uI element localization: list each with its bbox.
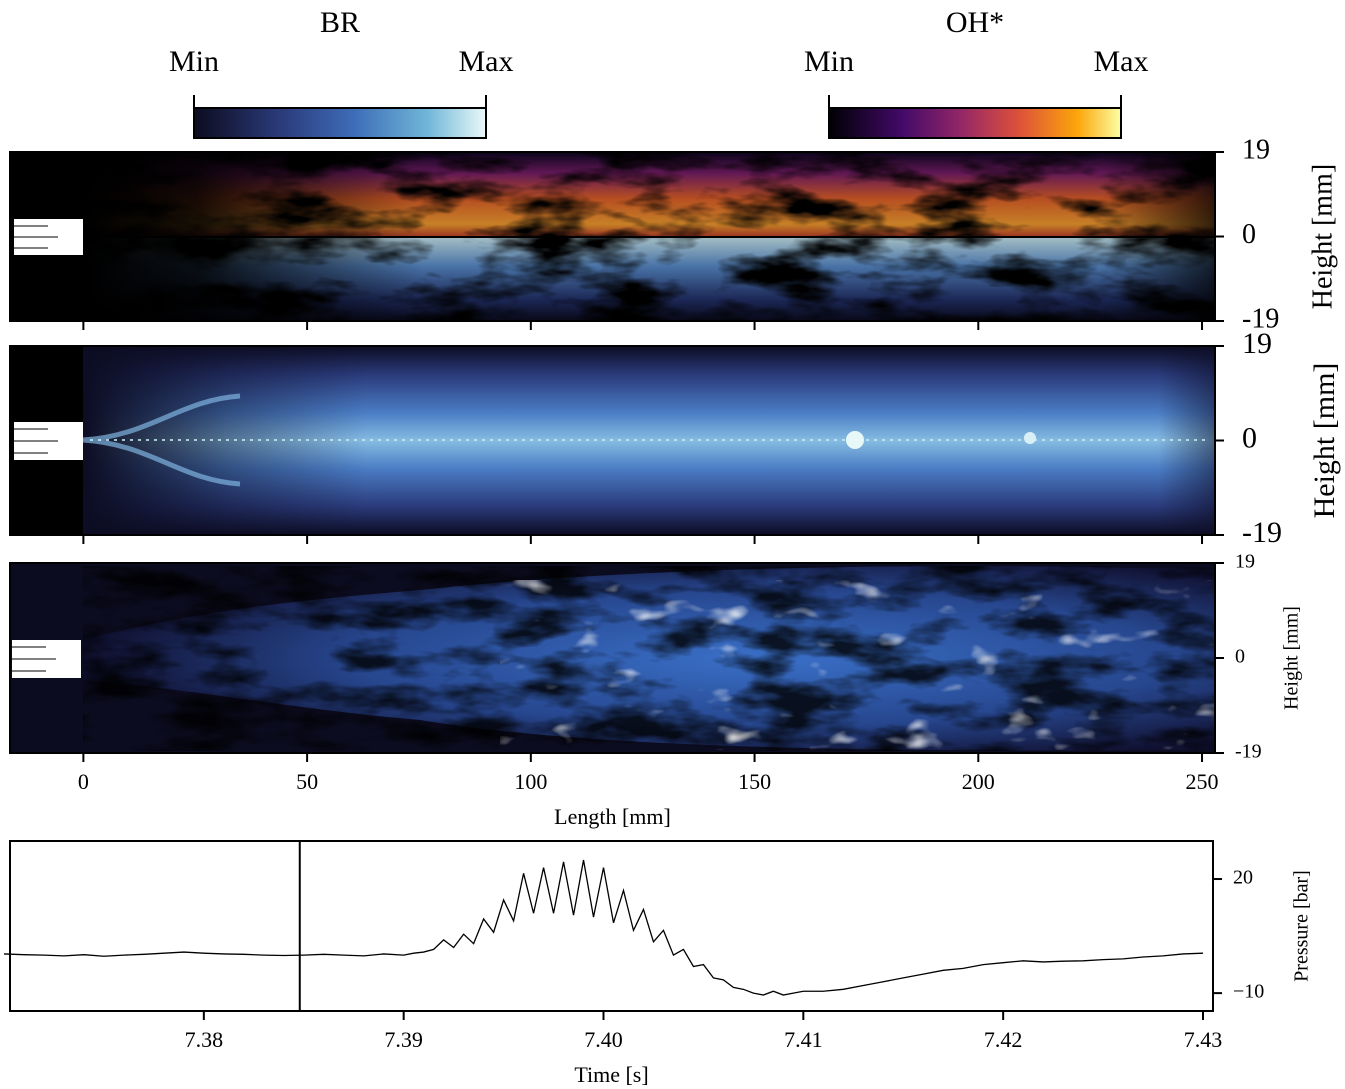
panel-image [10, 152, 1215, 321]
figure: BR Min Max OH* Min Max -19 0 19 Height [mm]… [0, 0, 1345, 1089]
y-tick-label: 19 [1235, 551, 1255, 573]
x-tick-label: 7.38 [185, 1027, 224, 1052]
y-axis-label: Height [mm] [1307, 164, 1338, 309]
colorbar-min: Min [169, 45, 219, 78]
colorbar-max: Max [459, 45, 514, 78]
x-tick-label: 7.39 [384, 1027, 423, 1052]
x-tick-label: 100 [514, 769, 547, 794]
y-axis-label: Height [mm] [1281, 606, 1303, 710]
colorbar: OH* Min Max [804, 6, 1149, 138]
x-tick-label: 150 [738, 769, 771, 794]
y-tick-label: 0 [1235, 646, 1245, 668]
y-tick-label: 0 [1242, 421, 1257, 454]
colorbar-min: Min [804, 45, 854, 78]
y-tick-label: 19 [1242, 327, 1272, 360]
y-tick-label: -19 [1235, 741, 1262, 763]
x-tick-label: 7.42 [984, 1027, 1023, 1052]
x-tick-label: 0 [78, 769, 89, 794]
x-tick-label: 250 [1186, 769, 1219, 794]
x-axis-label: Time [s] [574, 1062, 648, 1087]
y-axis-label: Pressure [bar] [1291, 870, 1313, 982]
x-tick-label: 7.40 [584, 1027, 623, 1052]
x-tick-label: 200 [962, 769, 995, 794]
y-tick-label: 0 [1242, 219, 1256, 250]
y-tick-label: −10 [1233, 981, 1264, 1003]
y-tick-label: 20 [1233, 867, 1253, 889]
panel-background [10, 841, 1213, 1011]
panel-image [10, 563, 1215, 753]
x-tick-label: 7.41 [784, 1027, 823, 1052]
colorbar-max: Max [1094, 45, 1149, 78]
x-tick-label: 7.43 [1184, 1027, 1223, 1052]
panel-image [10, 346, 1215, 535]
colorbar-title: BR [320, 6, 360, 39]
y-tick-label: -19 [1242, 516, 1282, 549]
y-axis-label: Height [mm] [1308, 363, 1341, 519]
x-axis-label: Length [mm] [554, 804, 671, 829]
colorbar: BR Min Max [169, 6, 514, 138]
colorbar-title: OH* [946, 6, 1004, 39]
x-tick-label: 50 [296, 769, 318, 794]
y-tick-label: 19 [1242, 134, 1270, 165]
